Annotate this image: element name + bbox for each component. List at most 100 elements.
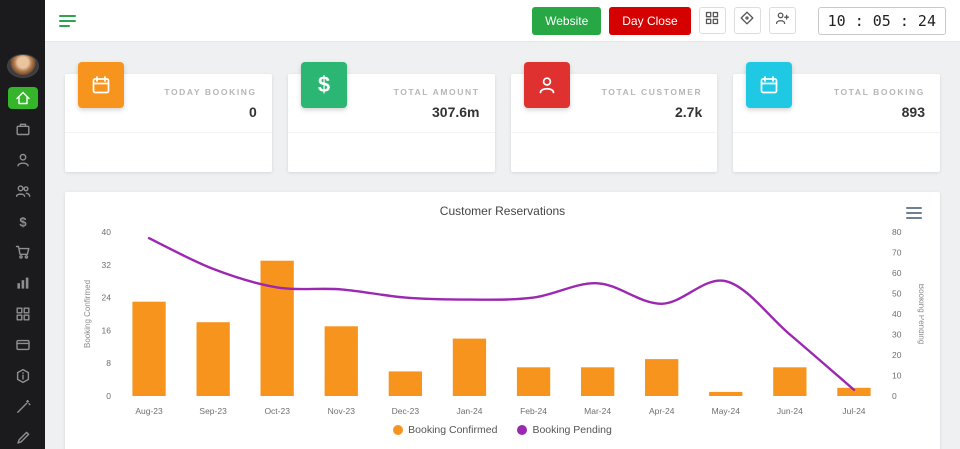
card-icon xyxy=(14,336,32,354)
topbar: Website Day Close 10 : 05 : 24 xyxy=(45,0,960,42)
stat-card-today-booking: TODAY BOOKING 0 xyxy=(65,62,272,172)
reservations-chart-panel: Customer Reservations 0 8 16 24 32 40 0 10 20 30 4… xyxy=(65,192,940,449)
wand-icon xyxy=(14,398,32,416)
svg-text:Feb-24: Feb-24 xyxy=(520,406,547,416)
svg-text:Jul-24: Jul-24 xyxy=(842,406,865,416)
svg-text:50: 50 xyxy=(892,289,902,299)
sidebar-item-group[interactable] xyxy=(8,180,38,202)
user-plus-icon xyxy=(774,10,790,31)
svg-text:$: $ xyxy=(318,73,330,97)
apps-icon xyxy=(14,305,32,323)
person-icon xyxy=(523,62,570,108)
svg-text:0: 0 xyxy=(892,391,897,401)
sidebar-item-finance[interactable]: $ xyxy=(8,211,38,233)
svg-text:20: 20 xyxy=(892,350,902,360)
calendar-icon xyxy=(746,62,793,108)
svg-text:0: 0 xyxy=(106,391,111,401)
svg-text:32: 32 xyxy=(102,260,112,270)
customer-icon xyxy=(14,151,32,169)
svg-text:Nov-23: Nov-23 xyxy=(328,406,356,416)
stat-footer xyxy=(287,132,495,172)
sidebar: $ xyxy=(0,0,45,449)
stat-label: TODAY BOOKING xyxy=(164,87,257,97)
chart-title: Customer Reservations xyxy=(439,204,566,218)
apps-launcher-button[interactable] xyxy=(698,7,726,34)
stat-value: 893 xyxy=(901,104,925,120)
stat-card-total-booking: TOTAL BOOKING 893 xyxy=(733,62,940,172)
svg-text:30: 30 xyxy=(892,330,902,340)
reports-icon xyxy=(14,274,32,292)
svg-text:May-24: May-24 xyxy=(712,406,741,416)
svg-text:40: 40 xyxy=(102,227,112,237)
legend-item-booking-pending[interactable]: Booking Pending xyxy=(517,424,612,436)
stat-card-total-amount: $ TOTAL AMOUNT 307.6m xyxy=(287,62,495,172)
stat-card-total-customer: TOTAL CUSTOMER 2.7k xyxy=(510,62,718,172)
stat-footer xyxy=(65,132,272,172)
svg-text:70: 70 xyxy=(892,248,902,258)
sidebar-item-cart[interactable] xyxy=(8,242,38,264)
menu-icon[interactable] xyxy=(59,12,81,30)
svg-text:Sep-23: Sep-23 xyxy=(199,406,227,416)
home-icon xyxy=(14,89,32,107)
stat-cards-row: TODAY BOOKING 0 $ TOTAL AMOUNT 307.6m TO… xyxy=(65,62,940,172)
sidebar-item-reports[interactable] xyxy=(8,272,38,294)
user-avatar[interactable] xyxy=(6,54,39,78)
navigation-button[interactable] xyxy=(733,7,761,34)
svg-text:10: 10 xyxy=(892,371,902,381)
main-content: TODAY BOOKING 0 $ TOTAL AMOUNT 307.6m TO… xyxy=(45,42,960,449)
svg-text:60: 60 xyxy=(892,268,902,278)
chart-legend: Booking Confirmed Booking Pending xyxy=(81,424,924,436)
stat-value: 0 xyxy=(248,104,257,120)
stat-value: 307.6m xyxy=(432,104,480,120)
legend-dot xyxy=(517,425,528,435)
pen-icon xyxy=(14,429,32,447)
reservations-chart: 0 8 16 24 32 40 0 10 20 30 40 50 60 70 80 Aug-23 Sep-23 O… xyxy=(83,227,924,416)
svg-text:24: 24 xyxy=(102,293,112,303)
grid-icon xyxy=(704,10,720,31)
svg-text:Mar-24: Mar-24 xyxy=(584,406,611,416)
legend-label: Booking Confirmed xyxy=(408,424,498,436)
svg-text:Apr-24: Apr-24 xyxy=(649,406,675,416)
svg-text:$: $ xyxy=(19,214,27,229)
svg-text:Jun-24: Jun-24 xyxy=(777,406,803,416)
svg-text:40: 40 xyxy=(892,309,902,319)
stat-value: 2.7k xyxy=(675,104,703,120)
shop-icon xyxy=(14,120,32,138)
clock-display: 10 : 05 : 24 xyxy=(817,6,946,35)
cart-icon xyxy=(14,243,32,261)
chart-menu-icon[interactable] xyxy=(906,204,926,222)
svg-text:Booking Confirmed: Booking Confirmed xyxy=(83,280,92,348)
svg-text:80: 80 xyxy=(892,227,902,237)
day-close-button[interactable]: Day Close xyxy=(609,6,691,35)
sidebar-item-tools[interactable] xyxy=(8,396,38,418)
calendar-icon xyxy=(78,62,124,108)
stat-label: TOTAL BOOKING xyxy=(833,87,925,97)
svg-text:16: 16 xyxy=(102,325,112,335)
svg-text:Dec-23: Dec-23 xyxy=(392,406,420,416)
finance-icon: $ xyxy=(14,213,32,231)
svg-text:8: 8 xyxy=(106,358,111,368)
stat-footer xyxy=(733,132,940,172)
package-icon xyxy=(14,367,32,385)
add-user-button[interactable] xyxy=(768,7,796,34)
svg-text:Jan-24: Jan-24 xyxy=(456,406,482,416)
legend-label: Booking Pending xyxy=(532,424,612,436)
svg-text:Aug-23: Aug-23 xyxy=(135,406,163,416)
group-icon xyxy=(14,182,32,200)
stat-label: TOTAL CUSTOMER xyxy=(601,87,703,97)
sidebar-item-shop[interactable] xyxy=(8,118,38,140)
stat-label: TOTAL AMOUNT xyxy=(393,87,480,97)
website-button[interactable]: Website xyxy=(532,6,602,35)
sidebar-item-apps[interactable] xyxy=(8,303,38,325)
sidebar-item-home[interactable] xyxy=(7,86,38,109)
dollar-icon: $ xyxy=(300,62,347,108)
legend-item-booking-confirmed[interactable]: Booking Confirmed xyxy=(393,424,497,436)
sidebar-item-customer[interactable] xyxy=(8,149,38,171)
legend-dot xyxy=(393,425,404,435)
sidebar-item-card[interactable] xyxy=(8,334,38,356)
compass-icon xyxy=(739,10,755,31)
stat-footer xyxy=(510,132,718,172)
svg-text:Oct-23: Oct-23 xyxy=(264,406,290,416)
sidebar-item-package[interactable] xyxy=(8,365,38,387)
sidebar-item-design[interactable] xyxy=(8,427,38,449)
